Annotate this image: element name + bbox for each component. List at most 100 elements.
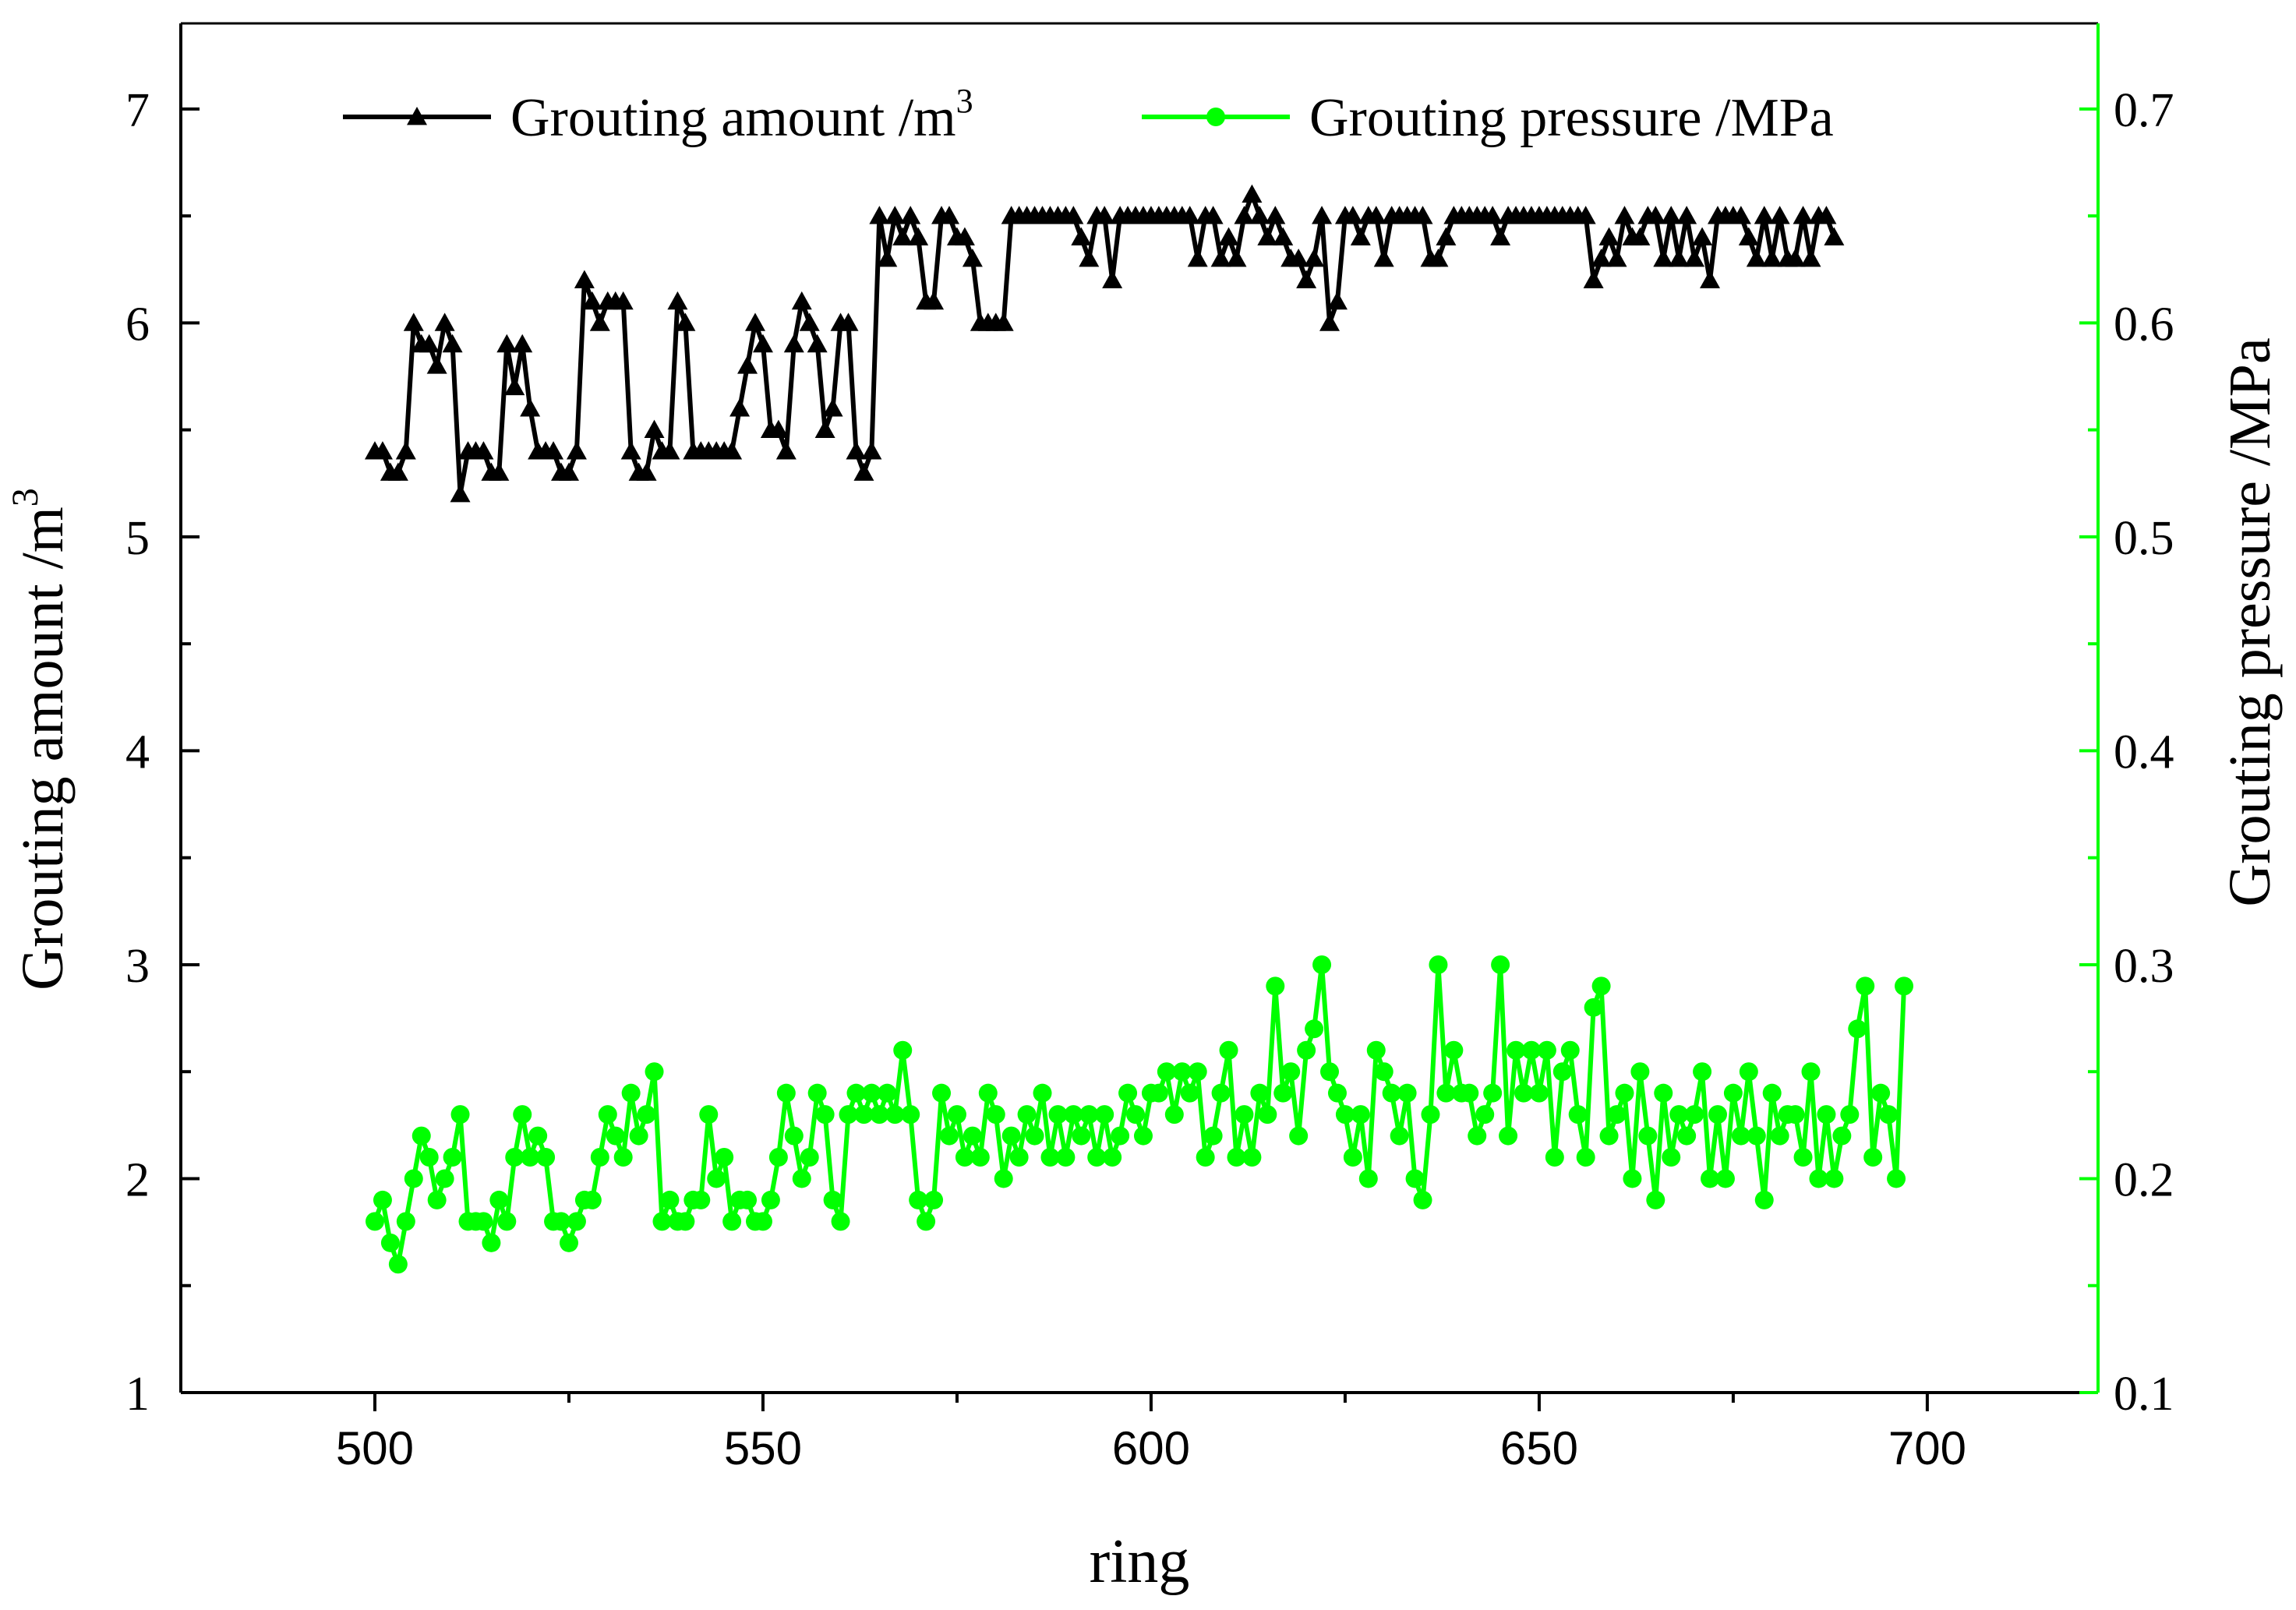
pressure-point <box>1568 1105 1588 1125</box>
amount-point <box>799 312 820 331</box>
pressure-point <box>497 1212 517 1231</box>
pressure-point <box>1856 976 1875 996</box>
pressure-point <box>1685 1105 1704 1125</box>
amount-point <box>574 270 595 288</box>
pressure-point <box>1289 1126 1309 1146</box>
pressure-point <box>606 1126 625 1146</box>
pressure-point <box>1468 1126 1487 1146</box>
amount-point <box>589 312 610 331</box>
amount-point <box>450 483 471 503</box>
right-y-tick-label: 0.3 <box>2114 940 2174 993</box>
amount-point <box>395 441 416 460</box>
amount-point <box>745 312 766 331</box>
pressure-point <box>489 1190 509 1209</box>
pressure-point <box>1227 1148 1246 1167</box>
pressure-point <box>1483 1083 1503 1103</box>
pressure-point <box>1335 1105 1355 1125</box>
amount-point <box>1288 248 1309 267</box>
pressure-point <box>1429 955 1448 974</box>
pressure-point <box>1281 1062 1301 1082</box>
pressure-point <box>1832 1126 1852 1146</box>
left-y-tick-label: 6 <box>125 298 150 351</box>
amount-point <box>1730 206 1751 224</box>
amount-point <box>1296 270 1317 288</box>
amount-point <box>489 462 510 481</box>
pressure-point <box>1405 1169 1425 1188</box>
pressure-point <box>784 1126 804 1146</box>
pressure-point <box>621 1083 641 1103</box>
pressure-point <box>1413 1190 1432 1209</box>
pressure-point <box>450 1105 470 1125</box>
pressure-point <box>1164 1105 1184 1125</box>
pressure-point <box>738 1190 758 1209</box>
amount-point <box>993 312 1014 331</box>
right-y-tick-label: 0.2 <box>2114 1153 2174 1206</box>
amount-point <box>1816 206 1837 224</box>
amount-point <box>659 441 680 460</box>
amount-point <box>1746 248 1767 267</box>
amount-point <box>924 291 945 310</box>
pressure-point <box>474 1212 493 1231</box>
pressure-point <box>1196 1148 1215 1167</box>
pressure-point <box>1397 1083 1417 1103</box>
pressure-point <box>1103 1148 1122 1167</box>
pressure-point <box>986 1105 1005 1125</box>
pressure-point <box>1305 1019 1324 1039</box>
amount-point <box>644 419 665 439</box>
pressure-point <box>1793 1148 1813 1167</box>
pressure-point <box>1599 1126 1619 1146</box>
legend-label: Grouting pressure /MPa <box>1309 88 1834 148</box>
amount-point <box>1242 184 1263 203</box>
amount-point <box>1257 227 1278 245</box>
x-tick-label: 550 <box>724 1422 802 1474</box>
pressure-point <box>947 1105 966 1125</box>
x-tick-label: 650 <box>1500 1422 1578 1474</box>
amount-point <box>722 441 743 460</box>
amount-point <box>1350 227 1371 245</box>
pressure-point <box>955 1148 974 1167</box>
pressure-point <box>1242 1148 1262 1167</box>
pressure-point <box>427 1190 447 1209</box>
amount-point <box>783 334 804 353</box>
amount-point <box>892 227 913 245</box>
amount-point <box>1365 206 1386 224</box>
left-y-axis-title-text: Grouting amount /m <box>10 507 76 990</box>
amount-point <box>791 291 812 310</box>
pressure-point <box>1770 1126 1789 1146</box>
pressure-point <box>1739 1062 1758 1082</box>
amount-point <box>869 206 890 224</box>
amount-point <box>853 462 874 481</box>
amount-point <box>407 107 427 125</box>
pressure-point <box>1312 955 1332 974</box>
pressure-point <box>1786 1105 1805 1125</box>
amount-point <box>1661 206 1682 224</box>
pressure-point <box>1537 1040 1556 1060</box>
amount-point <box>775 441 797 460</box>
amount-point <box>1738 227 1759 245</box>
pressure-point <box>652 1212 672 1231</box>
amount-point <box>1210 248 1231 267</box>
pressure-point <box>676 1212 695 1231</box>
pressure-point <box>505 1148 525 1167</box>
amount-point <box>1234 206 1255 224</box>
pressure-point <box>1211 1083 1231 1103</box>
pressure-point <box>1560 1040 1580 1060</box>
pressure-point <box>776 1083 796 1103</box>
amount-point <box>426 355 447 374</box>
pressure-point <box>1677 1126 1697 1146</box>
amount-point <box>1342 206 1363 224</box>
pressure-point <box>1545 1148 1564 1167</box>
amount-point <box>1436 227 1457 245</box>
pressure-point <box>691 1190 711 1209</box>
amount-point <box>861 441 882 460</box>
pressure-point <box>1320 1062 1340 1082</box>
pressure-point <box>1297 1040 1316 1060</box>
pressure-point <box>1033 1083 1052 1103</box>
pressure-point <box>1421 1105 1440 1125</box>
amount-point <box>667 291 688 310</box>
pressure-point <box>1133 1126 1153 1146</box>
pressure-point <box>388 1255 408 1274</box>
pressure-point <box>815 1105 835 1125</box>
right-y-tick-label: 0.7 <box>2114 84 2174 137</box>
pressure-point <box>1848 1019 1867 1039</box>
